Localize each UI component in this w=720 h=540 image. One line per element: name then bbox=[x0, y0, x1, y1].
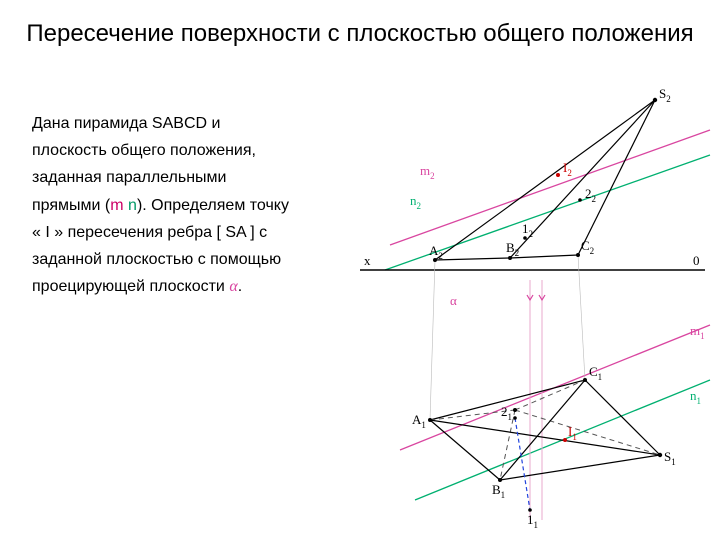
svg-text:n2: n2 bbox=[410, 193, 421, 211]
svg-text:m2: m2 bbox=[420, 163, 435, 181]
page-title: Пересечение поверхности с плоскостью общ… bbox=[0, 0, 720, 57]
description-text: Дана пирамида SABCD и плоскость общего п… bbox=[32, 110, 362, 300]
text-line: плоскость общего положения, bbox=[32, 137, 362, 164]
diagram-svg: S2m2n2I22212A2B2C2x0αm1n1C1A1B1S1I11121 bbox=[360, 80, 720, 530]
svg-text:S2: S2 bbox=[659, 86, 671, 104]
text-line: заданной плоскостью с помощью bbox=[32, 246, 362, 273]
text-line: Дана пирамида SABCD и bbox=[32, 110, 362, 137]
svg-text:11: 11 bbox=[527, 512, 538, 530]
text-line: заданная параллельными bbox=[32, 164, 362, 191]
svg-text:A1: A1 bbox=[412, 412, 426, 430]
text-line: прямыми (m n). Определяем точку bbox=[32, 192, 362, 219]
svg-text:n1: n1 bbox=[690, 388, 701, 406]
svg-text:I1: I1 bbox=[568, 424, 577, 442]
geometry-diagram: S2m2n2I22212A2B2C2x0αm1n1C1A1B1S1I11121 bbox=[360, 80, 720, 530]
svg-text:C2: C2 bbox=[581, 238, 594, 256]
svg-text:C1: C1 bbox=[589, 364, 602, 382]
svg-text:I2: I2 bbox=[563, 160, 572, 178]
svg-text:α: α bbox=[450, 293, 457, 308]
text-line: « I » пересечения ребра [ SA ] с bbox=[32, 219, 362, 246]
svg-text:21: 21 bbox=[501, 404, 512, 422]
svg-text:x: x bbox=[364, 253, 371, 268]
text-line: проецирующей плоскости α. bbox=[32, 273, 362, 300]
svg-text:m1: m1 bbox=[690, 323, 705, 341]
svg-text:0: 0 bbox=[693, 253, 700, 268]
svg-text:B1: B1 bbox=[492, 482, 505, 500]
svg-text:12: 12 bbox=[522, 221, 533, 239]
svg-text:22: 22 bbox=[585, 186, 596, 204]
svg-text:S1: S1 bbox=[664, 449, 676, 467]
